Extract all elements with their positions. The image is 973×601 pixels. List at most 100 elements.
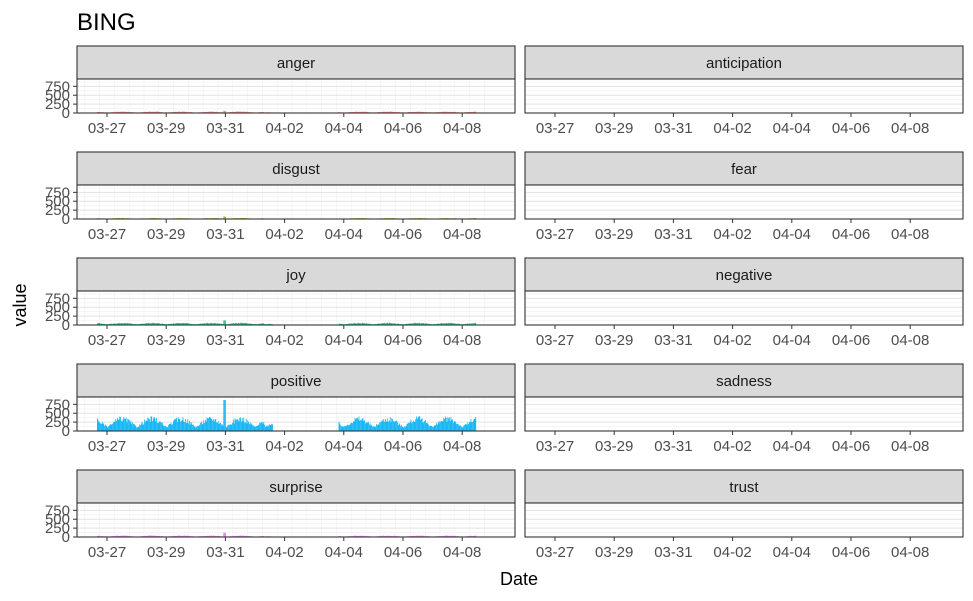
bar <box>112 423 113 431</box>
bar <box>472 323 473 325</box>
bar <box>475 111 477 113</box>
x-tick-label: 04-02 <box>713 226 751 243</box>
bar <box>182 323 184 325</box>
plot-area <box>77 291 515 325</box>
bar <box>384 421 385 431</box>
bar <box>169 423 170 431</box>
bar <box>215 535 217 537</box>
bar <box>465 424 467 431</box>
x-tick-label: 03-31 <box>654 438 692 455</box>
bar <box>122 323 124 325</box>
bar <box>229 425 230 431</box>
bar <box>360 535 361 537</box>
bar <box>157 323 158 325</box>
bar <box>232 111 233 113</box>
x-tick-label: 04-08 <box>443 120 481 137</box>
bar <box>357 322 359 325</box>
bar <box>265 426 266 431</box>
bar <box>231 323 233 325</box>
bar <box>202 323 204 325</box>
bar <box>220 323 221 325</box>
bar <box>416 111 417 113</box>
bar <box>408 422 409 431</box>
y-tick-label: 0 <box>62 529 70 546</box>
bar <box>205 111 207 113</box>
bar <box>386 535 388 537</box>
bar <box>109 425 110 431</box>
bar <box>390 111 392 113</box>
bar <box>212 420 213 431</box>
bar <box>465 323 467 325</box>
bar <box>395 421 397 431</box>
bar <box>185 535 186 537</box>
bar <box>389 420 390 431</box>
bar <box>240 322 241 325</box>
bar <box>128 323 129 325</box>
bar <box>115 419 117 431</box>
bar <box>97 420 99 431</box>
bar <box>132 323 133 325</box>
facet-label: joy <box>285 267 306 284</box>
bar <box>378 424 380 431</box>
bar <box>237 323 238 325</box>
bar <box>369 424 370 431</box>
bar <box>210 535 212 537</box>
bar <box>389 111 391 113</box>
facet-strip <box>524 363 964 398</box>
bar <box>155 535 157 537</box>
bar <box>432 426 433 431</box>
bar <box>207 535 209 537</box>
x-tick-label: 04-08 <box>443 438 481 455</box>
bar <box>117 111 118 113</box>
bar <box>416 323 417 325</box>
bar <box>225 400 226 431</box>
bar <box>232 422 233 431</box>
bar <box>130 323 132 325</box>
bar <box>421 419 422 431</box>
bar <box>376 424 377 431</box>
bar <box>473 323 475 325</box>
plot-border <box>76 396 516 432</box>
bar <box>455 422 457 431</box>
bar <box>161 422 163 431</box>
bar <box>396 420 397 431</box>
bar <box>144 323 145 325</box>
bar <box>265 426 267 431</box>
bar <box>129 323 130 325</box>
bar <box>356 111 357 113</box>
bar <box>188 423 189 431</box>
bar <box>240 535 241 537</box>
bar <box>213 419 214 431</box>
bar <box>391 111 393 113</box>
bar <box>465 323 466 325</box>
bar <box>411 323 413 325</box>
bar <box>98 421 100 431</box>
bar <box>136 427 137 431</box>
facet-label: anger <box>277 55 315 72</box>
bar <box>449 322 450 325</box>
bar <box>113 323 115 325</box>
bar <box>170 422 172 431</box>
bar <box>193 426 195 431</box>
bar <box>219 323 221 325</box>
bar <box>470 418 472 431</box>
bar <box>401 424 402 431</box>
bar <box>361 111 363 113</box>
bar <box>193 424 194 431</box>
bar <box>469 422 471 431</box>
bar <box>383 419 385 431</box>
bar <box>365 323 366 325</box>
bar <box>256 425 257 431</box>
bar <box>224 532 225 537</box>
bar <box>205 419 206 431</box>
bar <box>239 417 241 431</box>
bar <box>445 416 446 431</box>
bar <box>201 323 203 325</box>
y-tick-label: 500 <box>45 511 70 528</box>
bar <box>261 323 263 325</box>
bar <box>448 322 449 325</box>
bar <box>207 322 209 325</box>
bar <box>414 535 416 537</box>
bar <box>244 422 245 431</box>
bar <box>177 323 179 325</box>
